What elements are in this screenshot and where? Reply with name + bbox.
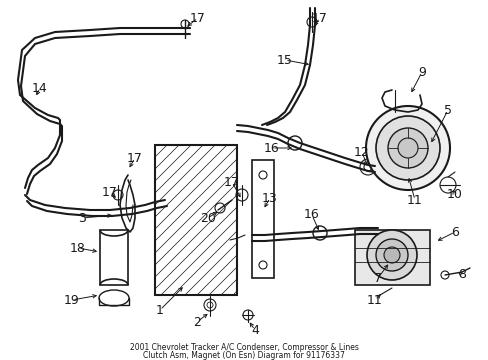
Bar: [251, 160, 273, 278]
Text: 7: 7: [373, 271, 381, 284]
Text: 4: 4: [250, 324, 259, 337]
Text: 20: 20: [200, 211, 216, 225]
Circle shape: [375, 116, 439, 180]
Text: 16: 16: [264, 141, 279, 154]
Bar: [354, 230, 429, 285]
Text: 13: 13: [262, 192, 277, 204]
Circle shape: [397, 138, 417, 158]
Text: 11: 11: [407, 194, 422, 207]
Text: 2001 Chevrolet Tracker A/C Condenser, Compressor & Lines: 2001 Chevrolet Tracker A/C Condenser, Co…: [129, 343, 358, 352]
Text: 12: 12: [353, 145, 369, 158]
Text: 17: 17: [224, 175, 240, 189]
Text: Clutch Asm, Magnet (On Esn) Diagram for 91176337: Clutch Asm, Magnet (On Esn) Diagram for …: [143, 351, 344, 360]
Bar: [155, 145, 237, 295]
Circle shape: [387, 128, 427, 168]
Text: 10: 10: [446, 189, 462, 202]
Text: 3: 3: [78, 211, 86, 225]
Text: 6: 6: [450, 225, 458, 238]
Ellipse shape: [99, 290, 129, 306]
Text: 8: 8: [457, 269, 465, 282]
Circle shape: [383, 247, 399, 263]
Text: 17: 17: [102, 185, 118, 198]
Text: 16: 16: [304, 208, 319, 221]
Text: 15: 15: [277, 54, 292, 67]
Text: 19: 19: [64, 293, 80, 306]
Text: 2: 2: [193, 315, 201, 328]
Text: 1: 1: [156, 303, 163, 316]
Text: 9: 9: [417, 66, 425, 78]
Text: 17: 17: [127, 152, 142, 165]
Text: 11: 11: [366, 293, 382, 306]
Circle shape: [366, 230, 416, 280]
Text: 14: 14: [32, 81, 48, 94]
Text: 17: 17: [190, 12, 205, 24]
Bar: [100, 230, 128, 285]
Text: 17: 17: [311, 12, 327, 24]
Circle shape: [365, 106, 449, 190]
Text: 5: 5: [443, 104, 451, 117]
Text: 18: 18: [70, 242, 86, 255]
Circle shape: [375, 239, 407, 271]
